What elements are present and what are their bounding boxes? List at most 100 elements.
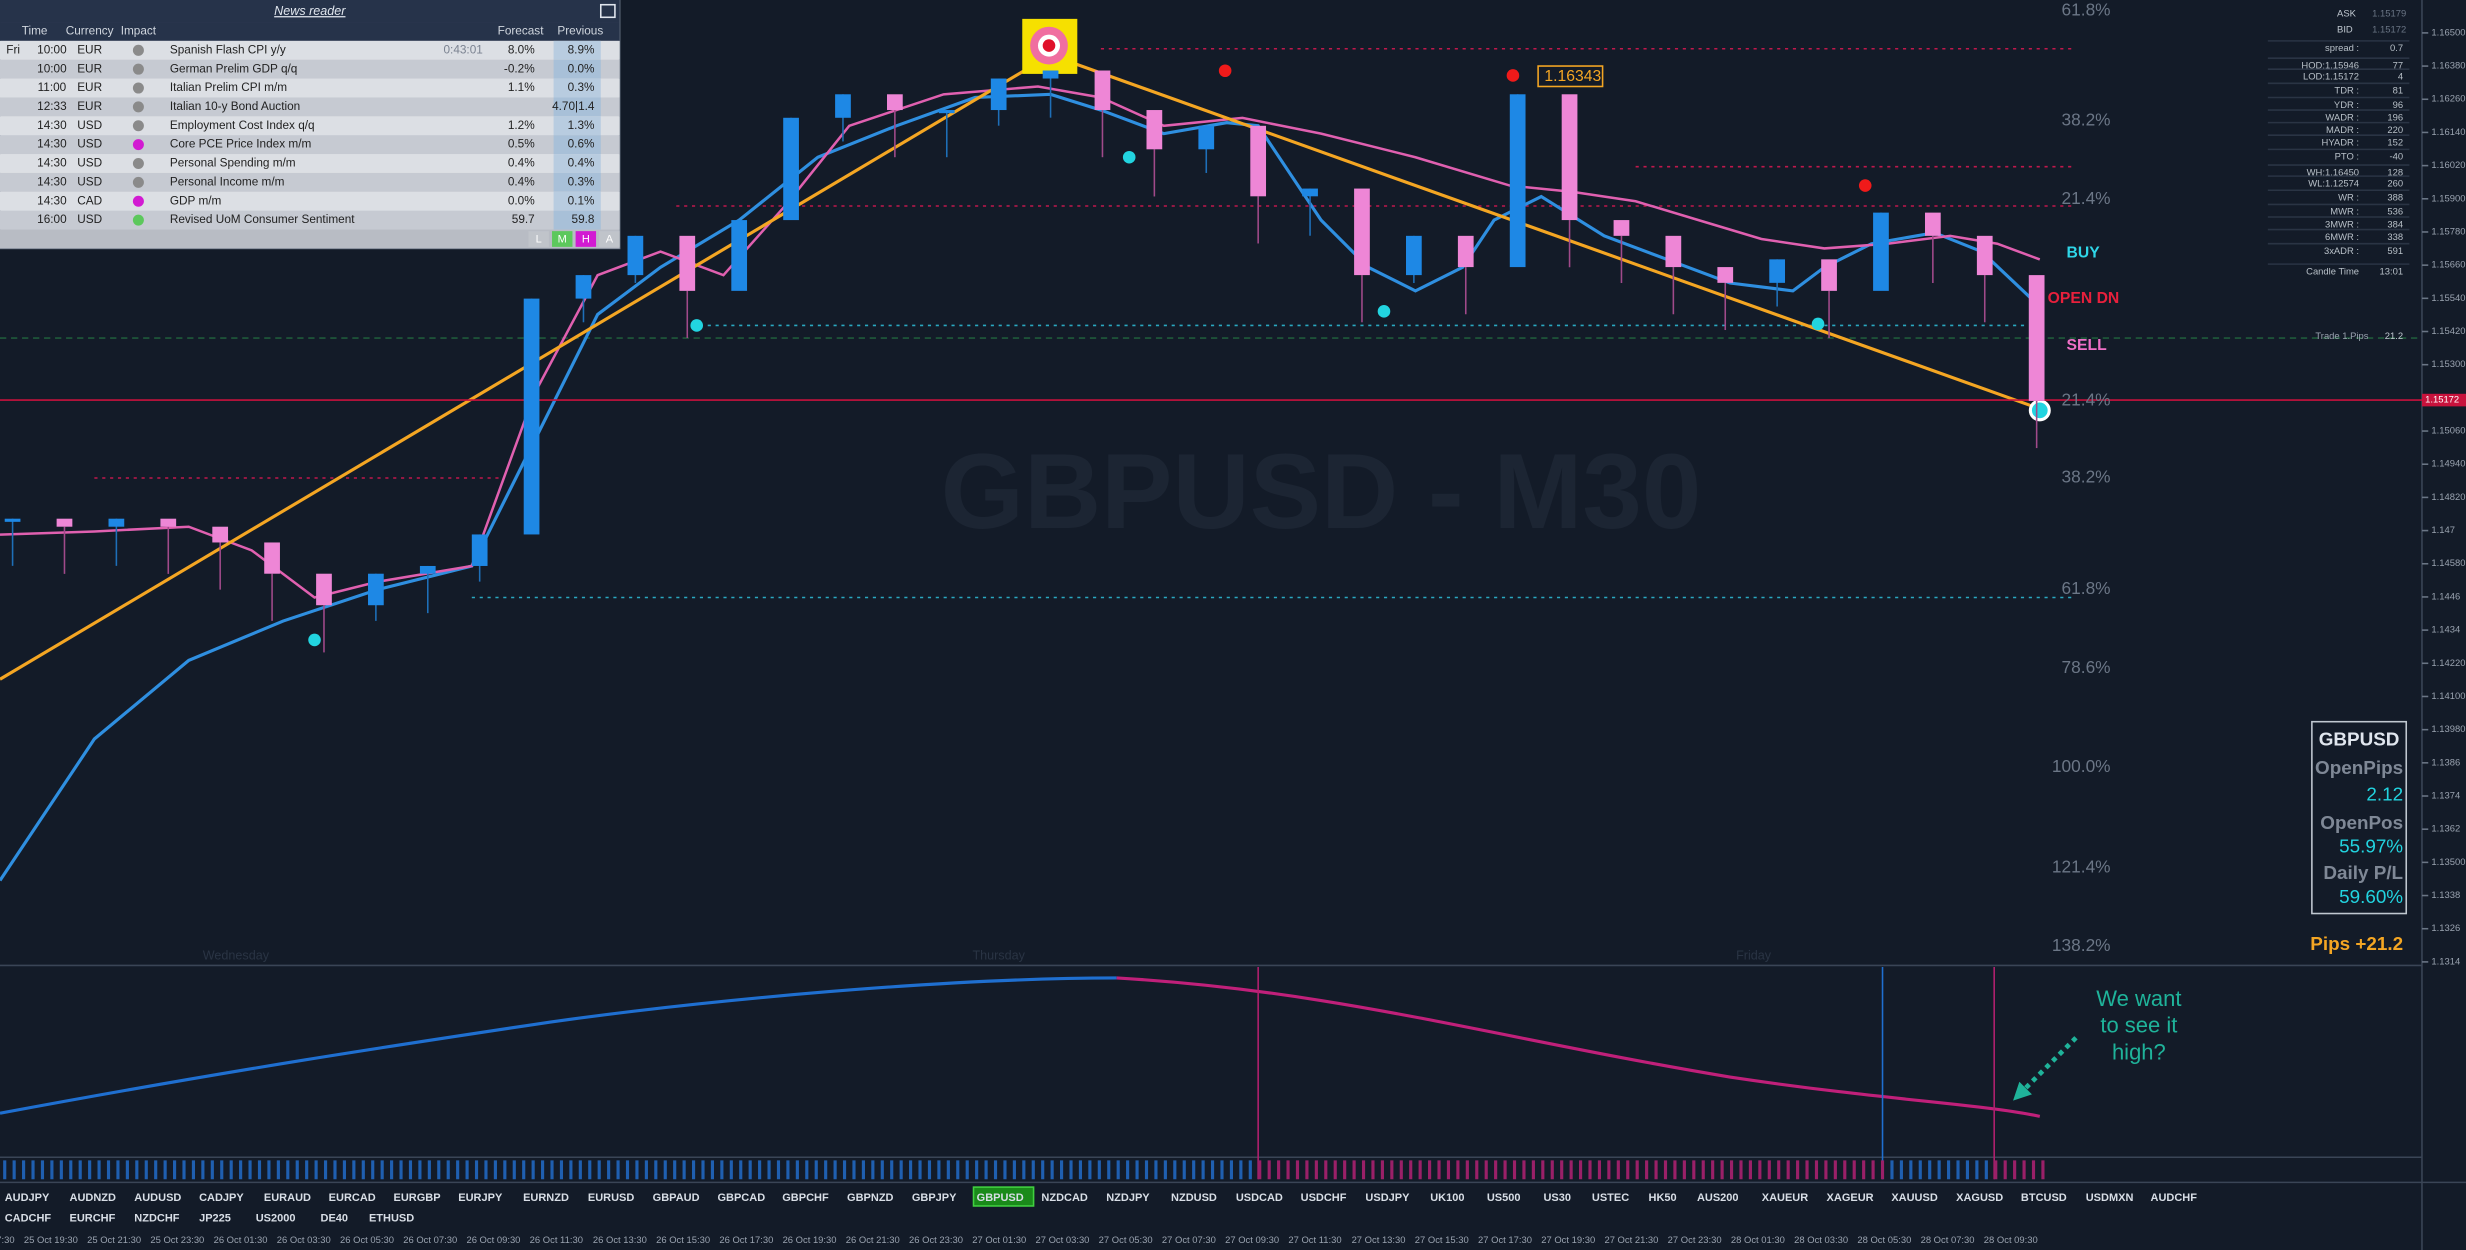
strip-bar [1135, 1160, 1139, 1180]
symbol-button[interactable]: USDMXN [2086, 1192, 2134, 1204]
symbol-button[interactable]: AUS200 [1697, 1192, 1739, 1204]
strip-bar [1531, 1160, 1535, 1180]
x-tick-label: 28 Oct 09:30 [1984, 1234, 2038, 1245]
day-label: Wednesday [203, 948, 270, 962]
symbol-button[interactable]: CADCHF [5, 1212, 52, 1224]
filter-label[interactable]: H [582, 234, 590, 246]
symbol-button[interactable]: AUDUSD [134, 1192, 181, 1204]
news-forecast: 1.2% [508, 119, 535, 132]
symbol-button[interactable]: US2000 [256, 1212, 296, 1224]
filter-button[interactable] [599, 231, 620, 247]
symbol-button[interactable]: EURCHF [70, 1212, 116, 1224]
strip-bar [352, 1160, 356, 1180]
symbol-button[interactable]: EURCAD [329, 1192, 376, 1204]
strip-bar [1154, 1160, 1158, 1180]
y-tick-label: 1.1314 [2431, 955, 2460, 966]
symbol-button[interactable]: EURAUD [264, 1192, 311, 1204]
symbol-button[interactable]: NZDCAD [1041, 1192, 1088, 1204]
symbol-button[interactable]: GBPUSD [977, 1192, 1024, 1204]
candle [990, 78, 1007, 111]
strip-bar [1814, 1160, 1819, 1180]
symbol-button[interactable]: DE40 [321, 1212, 349, 1224]
symbol-button[interactable]: AUDCHF [2151, 1192, 2198, 1204]
symbol-button[interactable]: HK50 [1649, 1192, 1677, 1204]
stats-label: WH:1.16450 [2307, 166, 2359, 177]
symbol-button[interactable]: BTCUSD [2021, 1192, 2067, 1204]
symbol-button[interactable]: NZDJPY [1106, 1192, 1150, 1204]
stats-label: MADR : [2326, 124, 2359, 135]
candle [783, 117, 799, 221]
filter-button[interactable] [575, 231, 597, 247]
x-tick-label: 26 Oct 03:30 [277, 1234, 331, 1245]
symbol-button[interactable]: UK100 [1430, 1192, 1464, 1204]
day-label: Thursday [972, 948, 1025, 962]
strip-bar [1343, 1160, 1347, 1180]
candle [835, 94, 851, 118]
news-previous: 0.1% [568, 194, 595, 207]
symbol-button[interactable]: EURGBP [393, 1192, 440, 1204]
x-tick-label: 25 Oct 23:30 [150, 1234, 204, 1245]
symbol-button[interactable]: EURNZD [523, 1192, 569, 1204]
strip-bar [861, 1160, 865, 1180]
symbol-button[interactable]: JP225 [199, 1212, 231, 1224]
x-tick-label: 26 Oct 01:30 [214, 1234, 268, 1245]
stats-label: WADR : [2325, 111, 2359, 122]
y-tick-label: 1.16020 [2431, 159, 2465, 170]
symbol-button[interactable]: EURJPY [458, 1192, 503, 1204]
symbol-button[interactable]: XAUUSD [1891, 1192, 1938, 1204]
close-button[interactable] [599, 3, 616, 19]
symbol-button[interactable]: USTEC [1592, 1192, 1629, 1204]
symbol-button[interactable]: NZDUSD [1171, 1192, 1217, 1204]
candle [2028, 275, 2045, 401]
x-tick-label: 26 Oct 05:30 [340, 1234, 394, 1245]
symbol-button[interactable]: US500 [1487, 1192, 1521, 1204]
stats-value: 338 [2387, 231, 2403, 242]
symbol-button[interactable]: AUDJPY [5, 1192, 50, 1204]
symbol-button[interactable]: GBPAUD [653, 1192, 700, 1204]
x-tick-label: 25 Oct 17:30 [0, 1234, 15, 1245]
filter-button[interactable] [528, 231, 549, 247]
signal-dot [690, 319, 703, 332]
filter-label[interactable]: A [606, 234, 614, 246]
y-tick-label: 1.1362 [2431, 823, 2460, 834]
symbol-button[interactable]: GBPCAD [717, 1192, 765, 1204]
symbol-button[interactable]: XAGUSD [1956, 1192, 2003, 1204]
x-tick-label: 27 Oct 17:30 [1478, 1234, 1532, 1245]
news-currency: USD [77, 157, 102, 170]
strip-bar [1229, 1160, 1233, 1180]
symbol-button[interactable]: GBPCHF [782, 1192, 829, 1204]
strip-bar [1833, 1160, 1837, 1180]
symbol-button[interactable]: NZDCHF [134, 1212, 180, 1224]
filter-button[interactable] [552, 231, 573, 247]
strip-bar [493, 1160, 497, 1180]
stats-label: LOD:1.15172 [2303, 71, 2359, 82]
symbol-button[interactable]: XAUEUR [1762, 1192, 1809, 1204]
strip-bar [1107, 1160, 1111, 1180]
symbol-button[interactable]: USDCAD [1236, 1192, 1283, 1204]
symbol-button[interactable]: USDJPY [1365, 1192, 1410, 1204]
news-row [0, 40, 620, 60]
strip-bar [3, 1160, 7, 1180]
stats-value: 21.2 [2385, 330, 2403, 341]
symbol-button[interactable]: EURUSD [588, 1192, 635, 1204]
strip-bar [673, 1160, 677, 1180]
news-header [0, 22, 620, 41]
symbol-button[interactable]: USDCHF [1301, 1192, 1347, 1204]
symbol-button[interactable]: XAGEUR [1827, 1192, 1874, 1204]
symbol-button[interactable]: ETHUSD [369, 1212, 414, 1224]
filter-label[interactable]: M [558, 234, 567, 246]
position-value: 55.97% [2339, 835, 2403, 856]
symbol-button[interactable]: GBPNZD [847, 1192, 894, 1204]
strip-bar [965, 1160, 969, 1180]
filter-label[interactable]: L [536, 234, 542, 246]
news-time: 14:30 [37, 119, 67, 132]
fib-label: 38.2% [2062, 467, 2111, 487]
strip-bar [484, 1160, 488, 1180]
symbol-button[interactable]: GBPJPY [912, 1192, 957, 1204]
symbol-button[interactable]: CADJPY [199, 1192, 244, 1204]
impact-dot [132, 158, 144, 170]
symbol-button[interactable]: US30 [1543, 1192, 1571, 1204]
symbol-button[interactable]: AUDNZD [70, 1192, 117, 1204]
